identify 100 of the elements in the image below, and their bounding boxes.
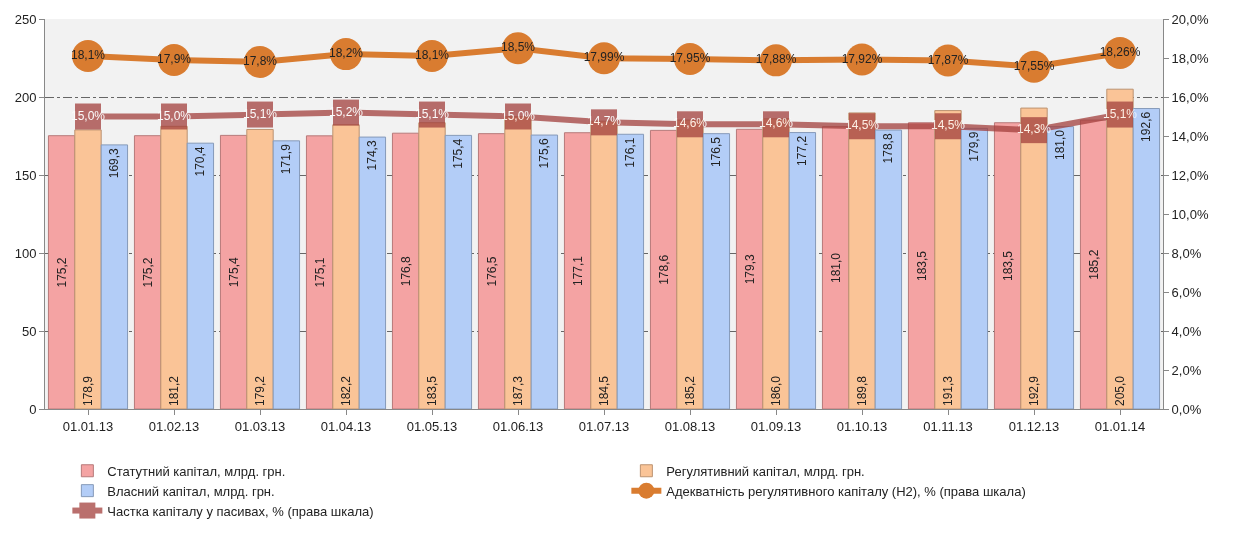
bar [563, 132, 592, 409]
data-label: 205,0 [1113, 375, 1127, 406]
bar [160, 125, 188, 409]
y-tick-label: 50 [21, 323, 37, 339]
data-label: 17,95% [669, 50, 711, 65]
data-label: 176,5 [484, 256, 499, 287]
data-label: 183,5 [1000, 250, 1015, 282]
data-label: 175,2 [140, 257, 155, 288]
data-label: 18,2% [328, 46, 364, 61]
data-label: 14,7% [586, 114, 622, 129]
y2-tick-label: 12,0% [1171, 167, 1209, 183]
y-tick-label: 100 [14, 245, 37, 261]
data-label: 14,6% [758, 116, 794, 131]
data-label: 179,3 [742, 253, 757, 285]
data-label: 17,99% [583, 50, 625, 65]
data-label: 18,1% [414, 48, 450, 63]
bar [788, 132, 817, 409]
y2-tick-label: 2,0% [1171, 362, 1202, 378]
bar [358, 136, 387, 409]
legend-label: Статутний капітал, млрд. грн. [107, 463, 286, 479]
x-tick-label: 01.04.13 [320, 418, 372, 434]
bar [649, 129, 678, 409]
data-label: 14,3% [1016, 122, 1052, 137]
bar [530, 134, 559, 409]
data-label: 174,3 [365, 140, 380, 171]
data-label: 175,4 [226, 257, 241, 288]
x-tick-label: 01.08.13 [664, 418, 716, 434]
bar [332, 124, 360, 409]
legend-label: Частка капіталу у пасивах, % (права шкала) [107, 503, 374, 519]
bar [305, 135, 334, 409]
data-label: 181,0 [1053, 129, 1068, 160]
bar [1079, 119, 1108, 409]
y-tick-label: 150 [14, 167, 37, 183]
data-label: 176,8 [398, 255, 413, 287]
bar [444, 134, 473, 409]
x-tick-label: 01.02.13 [148, 418, 200, 434]
x-tick-label: 01.12.13 [1008, 418, 1060, 434]
y2-tick-label: 10,0% [1171, 206, 1209, 222]
data-label: 175,4 [451, 138, 466, 169]
data-label: 171,9 [279, 143, 294, 175]
data-label: 177,1 [570, 255, 585, 287]
y2-tick-label: 20,0% [1171, 11, 1209, 27]
bar [272, 140, 301, 409]
x-tick-label: 01.11.13 [923, 418, 973, 434]
y2-tick-label: 16,0% [1171, 89, 1209, 105]
data-label: 15,0% [156, 108, 192, 123]
data-label: 18,1% [70, 48, 106, 63]
data-label: 183,5 [425, 375, 439, 406]
data-label: 17,55% [1013, 58, 1055, 73]
bar [133, 135, 162, 409]
data-label: 178,9 [81, 375, 95, 406]
data-label: 184,5 [597, 375, 611, 406]
bar [100, 144, 129, 409]
data-label: 14,5% [930, 118, 966, 133]
legend-label: Адекватність регулятивного капіталу (Н2), % (права шкала) [666, 483, 1026, 499]
bar [186, 142, 215, 409]
data-label: 17,8% [242, 53, 278, 68]
data-label: 192,6 [1139, 111, 1154, 142]
bar [616, 133, 645, 409]
x-tick-label: 01.03.13 [234, 418, 286, 434]
bar [219, 134, 248, 409]
bar [391, 132, 420, 409]
data-label: 15,2% [328, 104, 364, 119]
data-label: 181,0 [828, 252, 843, 283]
data-label: 178,6 [656, 254, 671, 285]
data-label: 177,2 [795, 135, 810, 166]
x-tick-label: 01.09.13 [750, 418, 802, 434]
data-label: 18,5% [500, 40, 536, 55]
data-label: 181,2 [167, 375, 181, 406]
y2-tick-label: 14,0% [1171, 128, 1209, 144]
legend-label: Власний капітал, млрд. грн. [107, 483, 275, 499]
data-label: 176,5 [709, 136, 724, 168]
bar [246, 128, 274, 409]
y2-tick-label: 0,0% [1171, 401, 1202, 417]
data-label: 15,0% [500, 108, 536, 123]
data-label: 183,5 [914, 250, 929, 282]
data-label: 17,87% [927, 52, 969, 67]
data-label: 14,6% [672, 116, 708, 131]
data-label: 175,2 [54, 257, 69, 288]
bar [874, 129, 903, 409]
x-tick-label: 01.10.13 [836, 418, 888, 434]
y2-tick-label: 4,0% [1171, 323, 1202, 339]
data-label: 178,8 [881, 133, 896, 164]
data-label: 185,2 [1086, 249, 1101, 280]
data-label: 170,4 [193, 146, 208, 177]
data-label: 182,2 [339, 375, 353, 406]
bar [47, 135, 76, 409]
data-label: 186,0 [769, 375, 783, 406]
data-label: 176,1 [623, 137, 638, 168]
bar [74, 129, 102, 409]
data-label: 17,92% [841, 51, 883, 66]
data-label: 185,2 [683, 375, 697, 406]
data-label: 17,9% [156, 51, 192, 66]
bar [418, 122, 446, 409]
y2-tick-label: 18,0% [1171, 50, 1209, 66]
y-tick-label: 200 [14, 89, 37, 105]
data-label: 187,3 [511, 375, 525, 406]
data-label: 15,1% [414, 106, 450, 121]
bar [702, 133, 731, 409]
bar [477, 133, 506, 409]
